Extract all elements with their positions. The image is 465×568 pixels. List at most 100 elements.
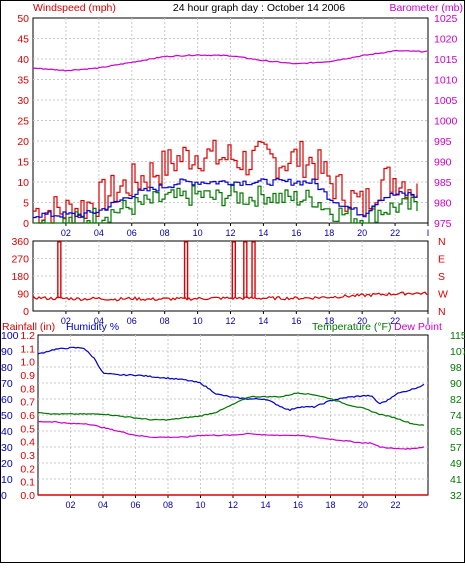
- x-tick-label: 10: [195, 500, 205, 510]
- compass-label: W: [438, 289, 448, 301]
- humidity-tick-label: 90: [1, 346, 13, 358]
- direction-tick-label: 180: [11, 271, 29, 283]
- windspeed-tick-label: 0: [23, 218, 29, 230]
- temperature-line: [37, 392, 425, 426]
- x-tick-label: 02: [61, 316, 71, 326]
- windspeed-tick-label: 10: [17, 177, 29, 189]
- rainfall-tick-label: 0.5: [20, 423, 35, 435]
- temperature-tick-label: 41: [450, 474, 462, 486]
- graph-title: 24 hour graph day : October 14 2006: [173, 2, 345, 14]
- wind-average-line: [33, 178, 418, 219]
- barometer-tick-label: 1010: [434, 75, 458, 87]
- wind-minimum-line: [33, 183, 418, 224]
- barometer-tick-label: 980: [434, 198, 452, 210]
- x-tick-label: 10: [193, 316, 203, 326]
- x-tick-label: 22: [390, 316, 400, 326]
- rainfall-tick-label: 0.9: [20, 370, 35, 382]
- windspeed-tick-label: 45: [17, 34, 29, 46]
- rainfall-tick-label: 0.3: [20, 450, 35, 462]
- humidity-axis-label: Humidity %: [66, 321, 119, 333]
- temperature-tick-label: 49: [450, 458, 462, 470]
- x-tick-label: 06: [127, 228, 137, 238]
- humidity-tick-label: 10: [1, 474, 13, 486]
- temperature-tick-label: 74: [450, 410, 462, 422]
- humidity-tick-label: 40: [1, 426, 13, 438]
- dewpoint-line: [37, 420, 425, 450]
- x-tick-label: 14: [260, 500, 270, 510]
- humidity-tick-label: 30: [1, 442, 13, 454]
- temperature-tick-label: 57: [450, 442, 462, 454]
- direction-spike: [243, 241, 248, 299]
- x-tick-label: 18: [324, 316, 334, 326]
- windspeed-tick-label: 5: [23, 198, 29, 210]
- x-tick-label: 12: [225, 228, 235, 238]
- x-tick-label: I: [427, 228, 430, 238]
- humidity-tick-label: 80: [1, 362, 13, 374]
- rainfall-tick-label: 0.6: [20, 410, 35, 422]
- temperature-tick-label: 90: [450, 378, 462, 390]
- direction-spike: [251, 241, 256, 299]
- barometer-tick-label: 1020: [434, 34, 458, 46]
- x-tick-label: 20: [357, 316, 367, 326]
- x-tick-label: 20: [357, 228, 367, 238]
- barometer-axis-label: Barometer (mb): [389, 2, 463, 14]
- rainfall-tick-label: 0.4: [20, 437, 35, 449]
- x-tick-label: 08: [160, 316, 170, 326]
- x-tick-label: 08: [163, 500, 173, 510]
- wind-barometer-panel: 0510152025303540455097598098599099510001…: [17, 13, 457, 238]
- x-tick-label: 06: [127, 316, 137, 326]
- direction-tick-label: 0: [23, 306, 29, 318]
- x-tick-label: 04: [98, 500, 108, 510]
- windspeed-tick-label: 25: [17, 116, 29, 128]
- x-tick-label: 02: [65, 500, 75, 510]
- x-tick-label: 18: [325, 500, 335, 510]
- direction-spike: [231, 241, 236, 299]
- x-tick-label: 04: [94, 228, 104, 238]
- rainfall-tick-label: 0.0: [20, 490, 35, 502]
- windspeed-tick-label: 15: [17, 157, 29, 169]
- windspeed-tick-label: 35: [17, 75, 29, 87]
- windspeed-tick-label: 30: [17, 95, 29, 107]
- humidity-tick-label: 70: [1, 378, 13, 390]
- x-tick-label: I: [427, 316, 430, 326]
- barometer-tick-label: 990: [434, 157, 452, 169]
- rainfall-tick-label: 0.2: [20, 463, 35, 475]
- rainfall-axis-label: Rainfall (in): [2, 321, 55, 333]
- wind-gust-line: [33, 139, 418, 224]
- x-tick-label: 06: [130, 500, 140, 510]
- direction-tick-label: 360: [11, 236, 29, 248]
- humidity-tick-label: 100: [1, 330, 19, 342]
- humidity-tick-label: 60: [1, 394, 13, 406]
- direction-spike: [57, 241, 62, 299]
- rainfall-tick-label: 1.1: [20, 343, 35, 355]
- compass-label: S: [438, 271, 445, 283]
- rain-humidity-temperature-panel: 0 10 20 30 40 50 60 70 80 90 100 0.00.1 0.20.30.4 0.5…: [1, 330, 465, 510]
- rainfall-tick-label: 0.1: [20, 477, 35, 489]
- temperature-tick-label: 107: [450, 346, 465, 358]
- compass-label: N: [438, 306, 446, 318]
- barometer-tick-label: 985: [434, 177, 452, 189]
- x-tick-label: 14: [258, 228, 268, 238]
- temperature-tick-label: 82: [450, 394, 462, 406]
- windspeed-axis-label: Windspeed (mph): [33, 2, 116, 14]
- dewpoint-axis-label: Dew Point: [394, 321, 442, 333]
- compass-label: E: [438, 254, 445, 266]
- x-tick-label: 20: [358, 500, 368, 510]
- barometer-tick-label: 995: [434, 136, 452, 148]
- x-tick-label: 12: [228, 500, 238, 510]
- barometer-tick-label: 1025: [434, 13, 458, 25]
- x-tick-label: 08: [160, 228, 170, 238]
- x-tick-label: 22: [390, 500, 400, 510]
- direction-spike: [183, 241, 189, 299]
- x-tick-label: 10: [193, 228, 203, 238]
- humidity-tick-label: 0: [1, 490, 7, 502]
- rainfall-tick-label: 0.7: [20, 397, 35, 409]
- x-tick-label: 04: [94, 316, 104, 326]
- rainfall-tick-label: 1.2: [20, 330, 35, 342]
- temperature-tick-label: 32: [450, 490, 462, 502]
- x-tick-label: 18: [324, 228, 334, 238]
- windspeed-tick-label: 50: [17, 13, 29, 25]
- temperature-tick-label: 65: [450, 426, 462, 438]
- temperature-tick-label: 98: [450, 362, 462, 374]
